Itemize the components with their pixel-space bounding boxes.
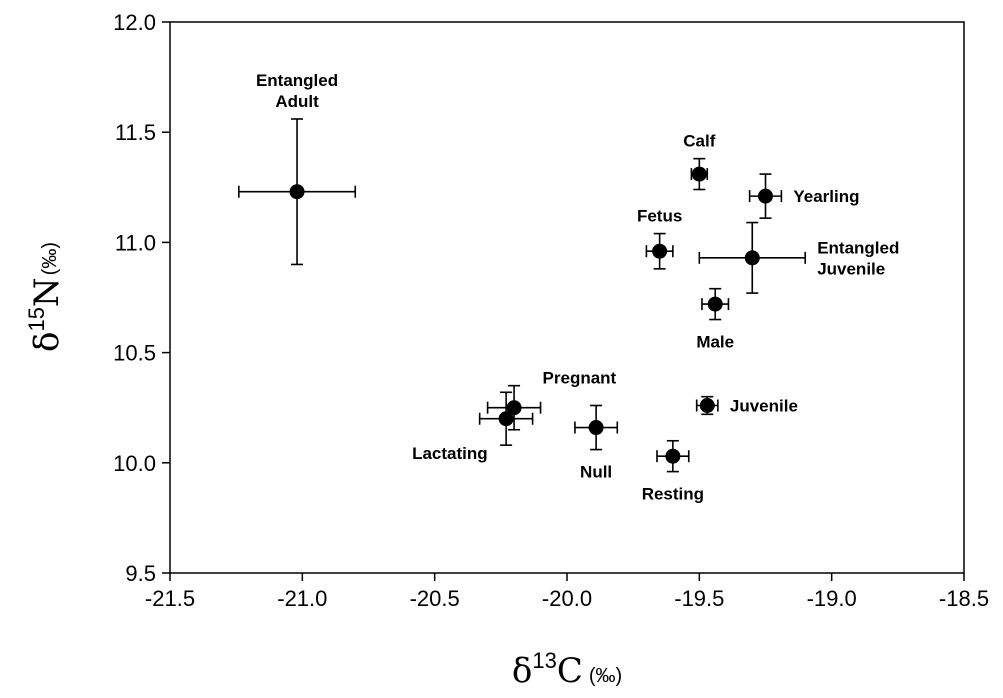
data-point-group: Calf [683,132,716,191]
x-tick-label: -20.5 [410,586,460,611]
data-point-label: Adult [275,92,319,111]
data-point-label: Lactating [412,444,488,463]
data-point-group: Lactating [412,391,534,463]
data-point [498,411,514,427]
x-tick-label: -18.5 [939,586,989,611]
x-tick-label: -21.0 [277,586,327,611]
data-point-group: Entangled Adult [238,71,357,266]
data-point-group: Fetus [637,207,682,270]
data-point-group: Null [574,404,619,482]
y-tick-label: 11.5 [115,120,156,145]
x-tick-label: -20.0 [542,586,592,611]
y-axis: 9.5 10.0 10.5 11.0 11.5 12.0 [113,10,170,586]
y-axis-title-symbol: δ [27,332,67,352]
data-point-label: Entangled [256,71,338,90]
y-tick-label: 12.0 [113,10,156,35]
data-point-group: Male [696,287,734,352]
y-axis-title-unit: (‰) [39,242,61,275]
data-point [699,397,715,413]
data-point-group: Resting [642,439,704,504]
data-point-group: Entangled Juvenile [698,221,899,294]
data-point [588,420,604,436]
y-tick-label: 11.0 [115,230,156,255]
data-point-label: Juvenile [817,259,885,278]
data-point [758,188,773,204]
data-point-label: Calf [683,132,715,151]
x-axis-title-superscript: 13 [532,648,556,673]
x-axis-title: δ13C (‰) [512,648,622,691]
x-axis: -21.5 -21.0 -20.5 -20.0 -19.5 -19.0 -18.5 [145,573,989,611]
x-tick-label: -21.5 [145,586,195,611]
data-point-group: Juvenile [695,395,798,415]
data-point-label: Male [696,333,734,352]
data-point [289,184,305,200]
data-point-label: Pregnant [543,369,617,388]
data-points: Entangled Adult Calf Yearling Fetus Entangled… [238,71,899,504]
data-point-group: Yearling [748,173,860,219]
data-point-label: Null [580,463,612,482]
data-point-label: Juvenile [730,396,798,415]
data-point [744,250,760,266]
y-axis-title-element: N [27,277,67,307]
y-axis-title-superscript: 15 [24,307,49,331]
x-tick-label: -19.0 [807,586,857,611]
x-axis-title-element: C [557,651,583,691]
x-axis-title-unit: (‰) [589,665,622,687]
data-point [652,243,668,259]
x-axis-title-symbol: δ [512,651,532,691]
y-tick-label: 9.5 [125,561,156,586]
x-tick-label: -19.5 [674,586,724,611]
data-point-group: Pregnant [486,369,617,431]
data-point-label: Fetus [637,207,682,226]
data-point-label: Yearling [793,187,859,206]
y-axis-title: δ15N(‰) [24,242,67,352]
y-tick-label: 10.0 [113,451,156,476]
data-point [691,166,707,182]
y-tick-label: 10.5 [113,341,156,366]
data-point-label: Entangled [817,238,899,257]
data-point [707,296,723,312]
data-point [665,448,681,464]
data-point-label: Resting [642,485,704,504]
data-point [506,400,522,416]
